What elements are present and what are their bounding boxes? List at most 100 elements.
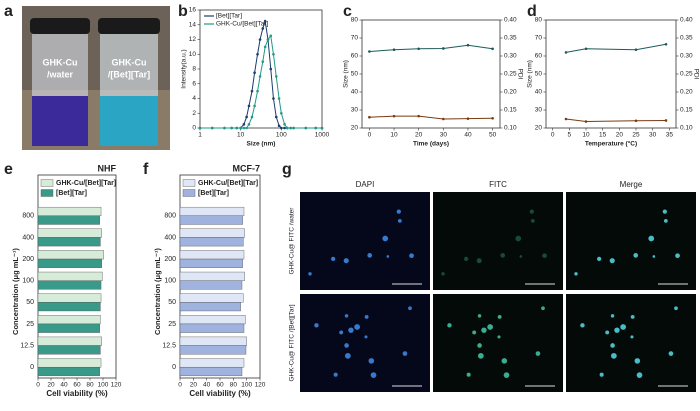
data-point [292,126,295,130]
bar [37,258,102,268]
data-point [584,47,588,51]
y-tick-label: 200 [22,256,34,263]
legend-swatch [182,189,196,197]
x-tick-label: 30 [440,132,448,139]
cell-spot [614,327,620,333]
data-point [289,126,293,130]
vial-liquid [32,96,88,146]
y-axis-label: Concentration (μg mL⁻¹) [11,248,20,335]
data-point [253,71,256,74]
data-point [261,60,265,63]
cell-spot [580,323,585,328]
x-tick-label: 35 [666,132,674,139]
vial-label: /[Bet][Tar] [108,69,150,79]
micrograph [433,192,563,290]
legend-label: GHK-Cu/[Bet][Tar] [198,180,258,187]
x-tick-label: 0 [368,132,372,139]
y-tick-label: 100 [22,278,34,285]
bar [179,271,245,281]
y2-tick-label: 0.35 [504,35,517,42]
cell-spot [535,351,541,356]
bar [179,358,245,368]
legend-label: [Bet][Tar] [56,190,87,197]
data-point [314,126,318,130]
y-tick-label: 200 [164,256,176,263]
panel-label: a [4,3,13,20]
data-point [272,52,275,56]
cell-spot [530,219,535,223]
data-point [634,48,638,51]
y-tick-label: 25 [26,321,34,328]
y-tick-label: 70 [351,35,359,42]
panel-label: d [527,3,537,20]
data-point [392,48,396,51]
y2-tick-label: 0.15 [504,107,517,114]
bar [179,293,244,303]
cell-spot [308,272,312,276]
x-tick-label: 120 [255,382,266,389]
y2-tick-label: 0.30 [504,53,517,60]
x-tick-label: 60 [73,382,81,389]
bar [179,258,243,268]
data-point [283,126,286,130]
x-tick-label: 1000 [315,132,330,139]
y-tick-label: 400 [164,234,176,241]
y-tick-label: 60 [351,53,359,60]
data-point [250,115,254,119]
cell-spot [515,235,522,242]
legend-label: [Bet][Tar] [198,190,229,197]
data-point [266,38,270,41]
y-axis-label: Size (nm) [527,60,534,88]
cell-spot [477,352,484,359]
y2-tick-label: 0.20 [504,89,517,96]
y-tick-label: 4 [192,95,196,102]
vial-liquid [100,96,158,146]
y-tick-label: 30 [535,107,543,114]
micrograph [566,192,696,290]
data-point [247,123,251,126]
y-tick-label: 20 [535,125,543,132]
cell-spot [447,323,452,328]
cell-spot [574,272,578,276]
data-point [247,104,251,108]
data-point [263,45,267,49]
y-tick-label: 8 [192,66,196,73]
x-tick-label: 5 [568,132,572,139]
cell-spot [344,314,349,318]
micrograph [300,192,430,290]
series-line [565,43,667,53]
data-point [664,43,668,46]
chart-title: MCF-7 [233,163,261,173]
data-point [269,67,273,71]
cell-spot [662,209,667,214]
cell-spot [472,330,477,335]
x-tick-label: 40 [464,132,472,139]
cell-spot [610,314,615,318]
bar [37,315,101,325]
cell-spot [609,258,615,264]
x-tick-label: 20 [616,132,624,139]
bar [37,293,102,303]
legend-label: [Bet][Tar] [216,13,242,20]
bar [179,215,243,225]
data-point [245,115,248,119]
x-tick-label: 20 [415,132,423,139]
data-point [466,117,470,120]
cell-spot [610,343,615,348]
data-point [466,43,470,47]
x-tick-label: 20 [190,382,198,389]
bar [179,237,244,247]
bar [37,215,100,225]
legend-label: GHK-Cu/[Bet][Tar] [56,180,116,187]
bar [37,228,102,238]
data-point [256,52,259,56]
y-tick-label: 800 [164,213,176,220]
cell-spot [344,352,351,359]
cell-spot [397,219,402,223]
cell-spot [354,324,361,330]
data-point [564,51,568,54]
bar [37,250,104,260]
x-axis-label: Time (days) [413,141,449,148]
cell-spot [652,255,656,258]
